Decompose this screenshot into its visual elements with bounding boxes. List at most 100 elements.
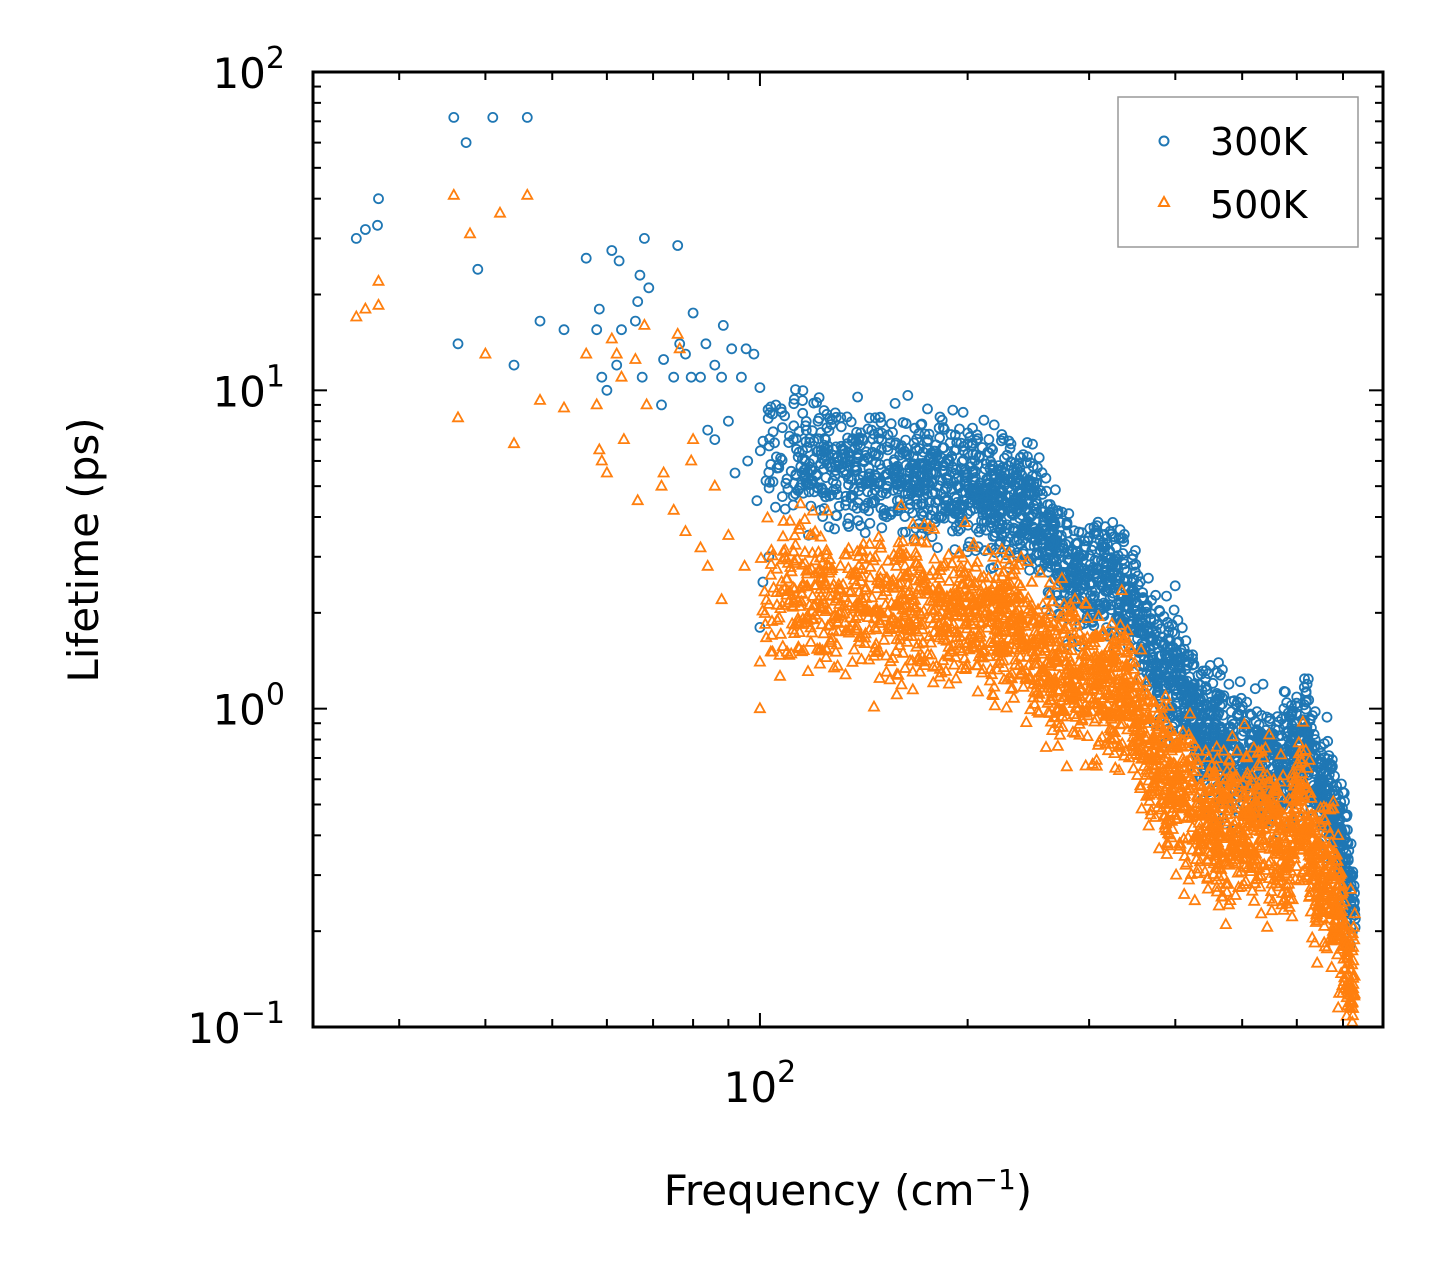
data-point-300K — [791, 443, 802, 455]
data-point-500K — [932, 580, 946, 593]
data-point-300K — [1276, 713, 1288, 725]
data-point-500K — [1041, 675, 1055, 687]
data-point-300K — [909, 465, 920, 477]
data-point-300K — [1048, 535, 1060, 547]
data-point-500K — [827, 660, 841, 673]
data-point-300K — [1050, 484, 1061, 496]
data-point-300K — [867, 433, 879, 445]
data-point-300K — [967, 437, 978, 449]
data-point-500K — [1160, 847, 1174, 859]
data-point-500K — [915, 569, 929, 581]
data-point-300K — [1107, 517, 1119, 528]
data-point-500K — [1250, 856, 1264, 869]
data-point-300K — [680, 348, 691, 360]
data-point-300K — [922, 403, 933, 415]
data-point-300K — [927, 504, 939, 516]
data-point-500K — [1080, 729, 1095, 741]
data-point-500K — [874, 540, 888, 553]
data-point-300K — [1024, 457, 1036, 469]
data-point-500K — [813, 641, 827, 654]
data-point-300K — [957, 406, 969, 418]
data-point-300K — [521, 112, 533, 123]
data-point-500K — [831, 624, 845, 637]
data-point-500K — [945, 556, 959, 569]
data-point-300K — [1126, 553, 1138, 565]
data-point-500K — [971, 684, 985, 697]
data-point-500K — [1029, 657, 1043, 669]
data-point-500K — [949, 671, 963, 684]
data-point-500K — [1036, 597, 1050, 610]
data-point-300K — [1178, 643, 1190, 655]
data-point-500K — [1045, 689, 1060, 702]
data-point-300K — [996, 435, 1007, 447]
data-point-300K — [742, 455, 754, 467]
data-point-300K — [1159, 657, 1170, 669]
data-point-500K — [1014, 550, 1028, 562]
data-point-500K — [1169, 867, 1183, 880]
data-point-500K — [1045, 692, 1059, 705]
data-point-300K — [1005, 438, 1017, 450]
data-point-500K — [893, 617, 907, 630]
data-point-500K — [936, 653, 950, 666]
data-point-500K — [918, 571, 932, 584]
data-point-500K — [889, 644, 903, 656]
data-point-300K — [460, 137, 472, 149]
data-point-300K — [1144, 669, 1156, 681]
data-point-300K — [1011, 469, 1023, 481]
data-point-500K — [1242, 816, 1256, 829]
data-point-500K — [1278, 814, 1292, 827]
data-point-500K — [1292, 735, 1306, 748]
data-point-500K — [876, 587, 890, 600]
data-point-500K — [1081, 708, 1095, 721]
data-point-500K — [947, 657, 961, 670]
data-point-300K — [1208, 708, 1220, 719]
data-point-500K — [783, 560, 798, 572]
data-point-300K — [859, 527, 871, 539]
data-point-500K — [911, 652, 925, 665]
data-point-300K — [1003, 491, 1015, 503]
data-point-500K — [764, 543, 778, 555]
data-point-500K — [805, 625, 819, 638]
data-point-300K — [1053, 547, 1065, 559]
data-point-300K — [862, 423, 874, 435]
data-point-500K — [1113, 738, 1127, 751]
data-point-300K — [716, 371, 727, 383]
data-point-500K — [1007, 690, 1021, 703]
data-point-500K — [1183, 706, 1197, 719]
data-point-300K — [889, 397, 901, 409]
data-point-300K — [1170, 653, 1182, 665]
data-point-300K — [811, 481, 823, 493]
data-point-500K — [1105, 680, 1120, 693]
data-point-300K — [580, 252, 592, 264]
data-point-300K — [913, 487, 925, 498]
data-point-300K — [887, 426, 898, 438]
data-point-500K — [1139, 674, 1153, 687]
data-point-300K — [800, 477, 812, 489]
data-point-500K — [996, 564, 1011, 577]
data-point-300K — [842, 518, 853, 530]
data-point-500K — [1001, 592, 1015, 605]
data-point-500K — [1090, 648, 1104, 661]
data-point-300K — [1194, 696, 1206, 708]
data-point-500K — [814, 599, 828, 612]
data-point-500K — [907, 600, 921, 613]
data-point-500K — [1263, 842, 1277, 854]
data-point-300K — [754, 382, 766, 394]
data-point-500K — [877, 632, 891, 645]
data-point-300K — [1157, 663, 1169, 675]
data-point-500K — [1201, 750, 1215, 762]
data-point-500K — [1049, 634, 1063, 647]
data-point-300K — [1161, 590, 1172, 602]
data-point-300K — [972, 494, 984, 506]
data-point-300K — [919, 428, 931, 440]
data-point-500K — [1287, 809, 1301, 822]
data-point-300K — [1022, 504, 1034, 516]
data-point-500K — [906, 606, 921, 619]
data-point-300K — [1028, 476, 1040, 488]
data-point-300K — [837, 452, 848, 464]
data-point-500K — [1247, 740, 1261, 753]
data-point-500K — [1304, 880, 1318, 892]
data-point-300K — [1342, 824, 1353, 836]
data-point-500K — [1059, 633, 1073, 646]
data-point-500K — [830, 637, 844, 650]
